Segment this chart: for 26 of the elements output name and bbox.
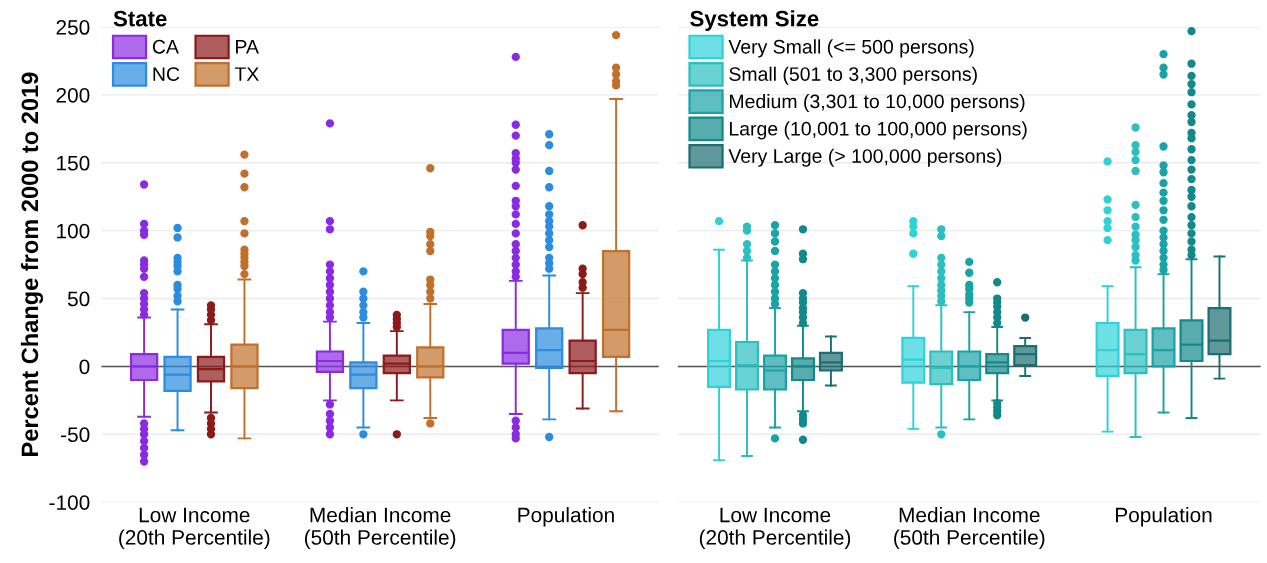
y-tick-label: 50 xyxy=(67,291,90,307)
x-tick-label: Median Income (50th Percentile) xyxy=(304,507,456,549)
x-tick-label: Low Income (20th Percentile) xyxy=(119,507,270,549)
y-axis-title: Percent Change from 2000 to 2019 xyxy=(20,72,43,456)
legend-label: Very Large (> 100,000 persons) xyxy=(728,148,1002,167)
legend-label: Small (501 to 3,300 persons) xyxy=(729,66,977,85)
legend-title: State xyxy=(113,10,167,27)
y-tick-label: 200 xyxy=(56,87,90,103)
x-tick-label: Population xyxy=(1116,507,1212,527)
y-tick-label: 100 xyxy=(57,223,90,239)
legend-label: CA xyxy=(152,39,179,54)
x-tick-label: Median Income (50th Percentile) xyxy=(894,507,1045,549)
legend-label: Medium (3,301 to 10,000 persons) xyxy=(730,94,1025,113)
y-tick-label: -100 xyxy=(49,495,90,510)
legend-label: Very Small (<= 500 persons) xyxy=(728,39,974,58)
x-tick-label: Population xyxy=(518,507,614,527)
y-tick-label: 150 xyxy=(57,155,90,171)
y-tick-label: 0 xyxy=(79,359,90,375)
legend-label: Large (10,001 to 100,000 persons) xyxy=(730,121,1027,140)
legend-label: NC xyxy=(153,67,180,81)
legend-label: PA xyxy=(236,40,259,54)
y-tick-label: 250 xyxy=(56,20,90,35)
x-tick-label: Low Income (20th Percentile) xyxy=(699,507,851,549)
y-tick-label: -50 xyxy=(61,427,90,443)
legend-label: TX xyxy=(234,67,259,81)
legend-title: System Size xyxy=(690,10,819,31)
